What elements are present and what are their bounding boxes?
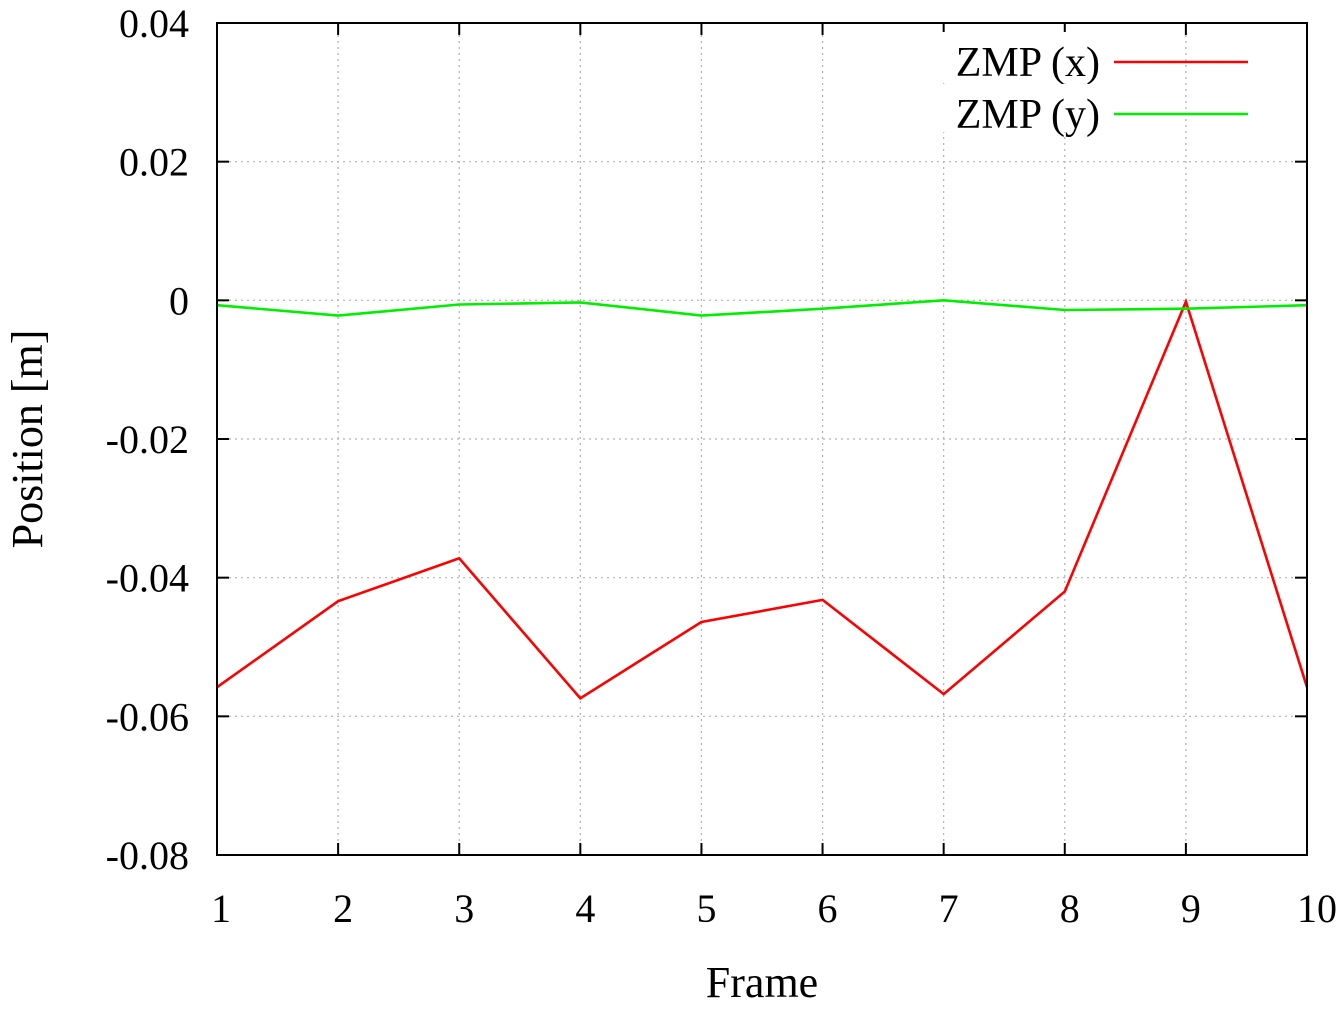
x-axis-tick-labels: 1 2 3 4 5 6 7 8 9 10 <box>211 886 1337 931</box>
x-tick-label: 8 <box>1060 886 1080 931</box>
series-line <box>216 298 1308 317</box>
x-axis-label: Frame <box>706 958 818 1007</box>
y-axis-label: Position [m] <box>3 330 52 549</box>
y-tick-label: -0.08 <box>106 833 189 878</box>
y-tick-label: -0.06 <box>106 694 189 739</box>
axis-ticks <box>216 22 1308 856</box>
x-tick-label: 6 <box>818 886 838 931</box>
legend-label: ZMP (x) <box>956 40 1100 86</box>
grid <box>217 23 1307 855</box>
x-tick-label: 2 <box>333 886 353 931</box>
legend-label: ZMP (y) <box>956 92 1100 138</box>
x-tick-label: 7 <box>939 886 959 931</box>
y-tick-label: -0.02 <box>106 417 189 462</box>
series-lines <box>216 297 1309 700</box>
legend-background <box>918 84 1103 132</box>
x-tick-label: 1 <box>211 886 231 931</box>
series-line <box>216 297 1309 700</box>
y-axis-tick-labels: -0.08 -0.06 -0.04 -0.02 0 0.02 0.04 <box>106 1 189 878</box>
x-tick-label: 4 <box>575 886 595 931</box>
legend-background <box>918 32 1103 80</box>
y-tick-label: -0.04 <box>106 556 189 601</box>
y-tick-label: 0.02 <box>119 140 189 185</box>
y-tick-label: 0 <box>169 278 189 323</box>
x-tick-label: 9 <box>1181 886 1201 931</box>
x-tick-label: 3 <box>454 886 474 931</box>
x-tick-label: 5 <box>696 886 716 931</box>
x-tick-label: 10 <box>1297 886 1337 931</box>
y-tick-label: 0.04 <box>119 1 189 46</box>
legend: ZMP (x) ZMP (y) <box>918 32 1248 138</box>
